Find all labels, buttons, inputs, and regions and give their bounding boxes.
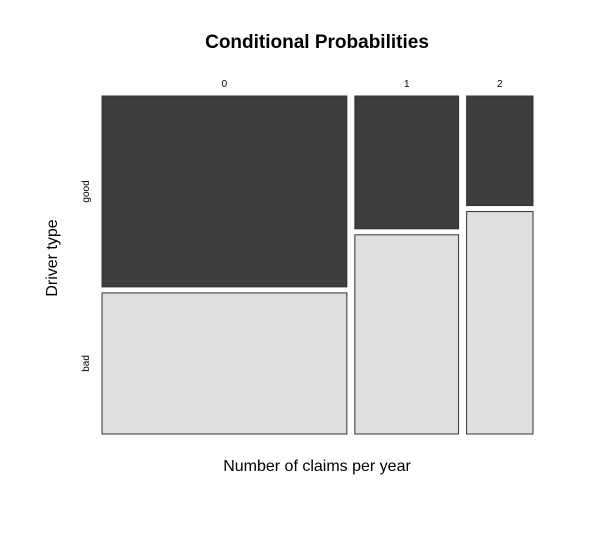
x-tick-label-2: 2: [497, 79, 503, 90]
x-tick-labels: 0 1 2: [222, 79, 503, 90]
x-axis-label: Number of claims per year: [223, 458, 411, 475]
tile-1-good: [354, 95, 460, 230]
tile-2-good: [466, 95, 534, 207]
tile-1-bad: [354, 234, 460, 435]
mosaic-tiles: [101, 95, 534, 435]
y-tick-label-good: good: [81, 180, 92, 202]
chart-title: Conditional Probabilities: [205, 32, 429, 53]
y-tick-label-bad: bad: [81, 355, 92, 372]
tile-2-bad: [466, 211, 534, 435]
y-axis-label: Driver type: [44, 219, 61, 296]
tile-0-bad: [101, 292, 348, 435]
y-tick-labels: good bad: [81, 180, 92, 371]
x-tick-label-0: 0: [222, 79, 228, 90]
x-tick-label-1: 1: [404, 79, 410, 90]
tile-0-good: [101, 95, 348, 288]
